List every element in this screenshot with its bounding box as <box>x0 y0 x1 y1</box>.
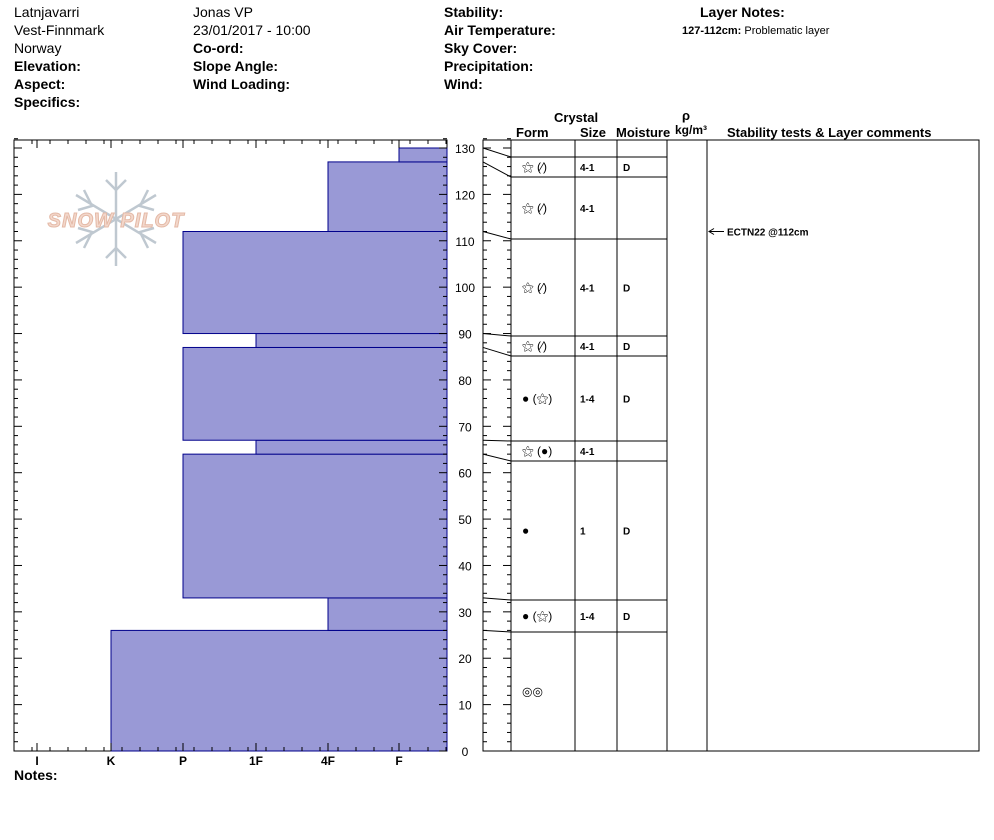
grain-size: 4-1 <box>580 447 595 458</box>
moisture-header: Moisture <box>616 125 671 140</box>
density-rho-header: ρ <box>682 108 691 123</box>
layer-table-border <box>482 139 980 752</box>
grain-form: ◎◎ <box>522 685 543 699</box>
layer-boundary-line <box>482 439 667 442</box>
elevation-label: Elevation: <box>14 58 81 74</box>
stability-test-label: ECTN22 @112cm <box>727 227 809 238</box>
grain-form: ⚝ (⁄) <box>522 281 547 295</box>
hardness-bar <box>398 147 448 163</box>
y-tick-label: 30 <box>458 606 472 620</box>
layer-boundary-line <box>482 453 667 462</box>
y-tick-label: 10 <box>458 699 472 713</box>
hardness-bar <box>110 629 448 752</box>
size-header: Size <box>580 125 607 140</box>
y-tick-label: 40 <box>458 559 472 573</box>
air-temperature-label: Air Temperature: <box>444 22 556 38</box>
grain-form: ⚝ (⁄) <box>522 160 547 174</box>
stability-label: Stability: <box>444 4 504 20</box>
x-tick-label: I <box>35 754 38 768</box>
grain-form: ● <box>522 524 529 538</box>
grain-form: ⚝ (⁄) <box>522 201 547 215</box>
location-name: Latnjavarri <box>14 4 80 20</box>
hardness-bar <box>255 333 448 348</box>
x-tick-label: 4F <box>321 754 335 768</box>
aspect-label: Aspect: <box>14 76 66 92</box>
moisture-value: D <box>623 342 630 353</box>
grain-size: 1-4 <box>580 395 595 406</box>
notes-label: Notes: <box>14 767 58 783</box>
moisture-value: D <box>623 163 630 174</box>
coord-label: Co-ord: <box>193 40 244 56</box>
y-tick-label: 20 <box>458 652 472 666</box>
layer-boundary-line <box>482 629 667 633</box>
moisture-value: D <box>623 284 630 295</box>
layer-boundary-line <box>482 333 667 337</box>
x-tick-label: 1F <box>249 754 263 768</box>
y-tick-label: 100 <box>455 281 475 295</box>
slope-angle-label: Slope Angle: <box>193 58 279 74</box>
sky-cover-label: Sky Cover: <box>444 40 518 56</box>
region-name: Vest-Finnmark <box>14 22 105 38</box>
crystal-header: Crystal <box>554 110 599 125</box>
x-tick-label: P <box>179 754 187 768</box>
y-tick-label: 70 <box>458 420 472 434</box>
y-tick-label: 60 <box>458 467 472 481</box>
layer-note: 127-112cm: Problematic layer <box>682 22 829 40</box>
x-tick-label: F <box>395 754 402 768</box>
x-tick-label: K <box>107 754 116 768</box>
specifics-label: Specifics: <box>14 94 81 110</box>
y-tick-label: 80 <box>458 374 472 388</box>
grain-form: ● (⚝) <box>522 392 552 406</box>
y-tick-label: 0 <box>462 745 469 759</box>
grain-size: 4-1 <box>580 204 595 215</box>
layer-boundary-line <box>482 597 667 601</box>
y-tick-label: 110 <box>455 235 474 249</box>
grain-form: ⚝ (⁄) <box>522 339 547 353</box>
y-tick-label: 90 <box>458 328 472 342</box>
y-tick-label: 50 <box>458 513 472 527</box>
moisture-value: D <box>623 612 630 623</box>
moisture-value: D <box>623 395 630 406</box>
hardness-bar <box>327 597 448 631</box>
observer-name: Jonas VP <box>193 4 253 20</box>
hardness-bar <box>255 439 448 455</box>
layer-boundary-line <box>482 231 667 240</box>
density-unit-header: kg/m³ <box>675 123 708 137</box>
precipitation-label: Precipitation: <box>444 58 534 74</box>
layer-boundary-line <box>482 161 667 178</box>
wind-label: Wind: <box>444 76 483 92</box>
grain-size: 4-1 <box>580 163 595 174</box>
layer-boundary-line <box>482 346 667 357</box>
layer-boundary-line <box>482 147 667 158</box>
grain-form: ⚝ (●) <box>522 444 552 458</box>
layer-notes-title: Layer Notes: <box>700 4 785 20</box>
stability-comments-header: Stability tests & Layer comments <box>727 125 932 140</box>
y-tick-label: 120 <box>455 188 475 202</box>
y-tick-label: 130 <box>455 142 475 156</box>
hardness-bar <box>182 346 448 441</box>
hardness-bar <box>182 230 448 335</box>
hardness-bar <box>182 453 448 599</box>
grain-size: 1 <box>580 527 586 538</box>
observation-datetime: 23/01/2017 - 10:00 <box>193 22 311 38</box>
layer-note-range: 127-112cm: <box>682 25 742 37</box>
layer-note-text: Problematic layer <box>744 25 830 37</box>
grain-form: ● (⚝) <box>522 609 552 623</box>
wind-loading-label: Wind Loading: <box>193 76 291 92</box>
form-header: Form <box>516 125 549 140</box>
country-name: Norway <box>14 40 62 56</box>
hardness-bar <box>327 161 448 232</box>
moisture-value: D <box>623 527 630 538</box>
arrow-head-icon <box>708 228 715 235</box>
grain-size: 4-1 <box>580 284 595 295</box>
grain-size: 1-4 <box>580 612 595 623</box>
grain-size: 4-1 <box>580 342 595 353</box>
